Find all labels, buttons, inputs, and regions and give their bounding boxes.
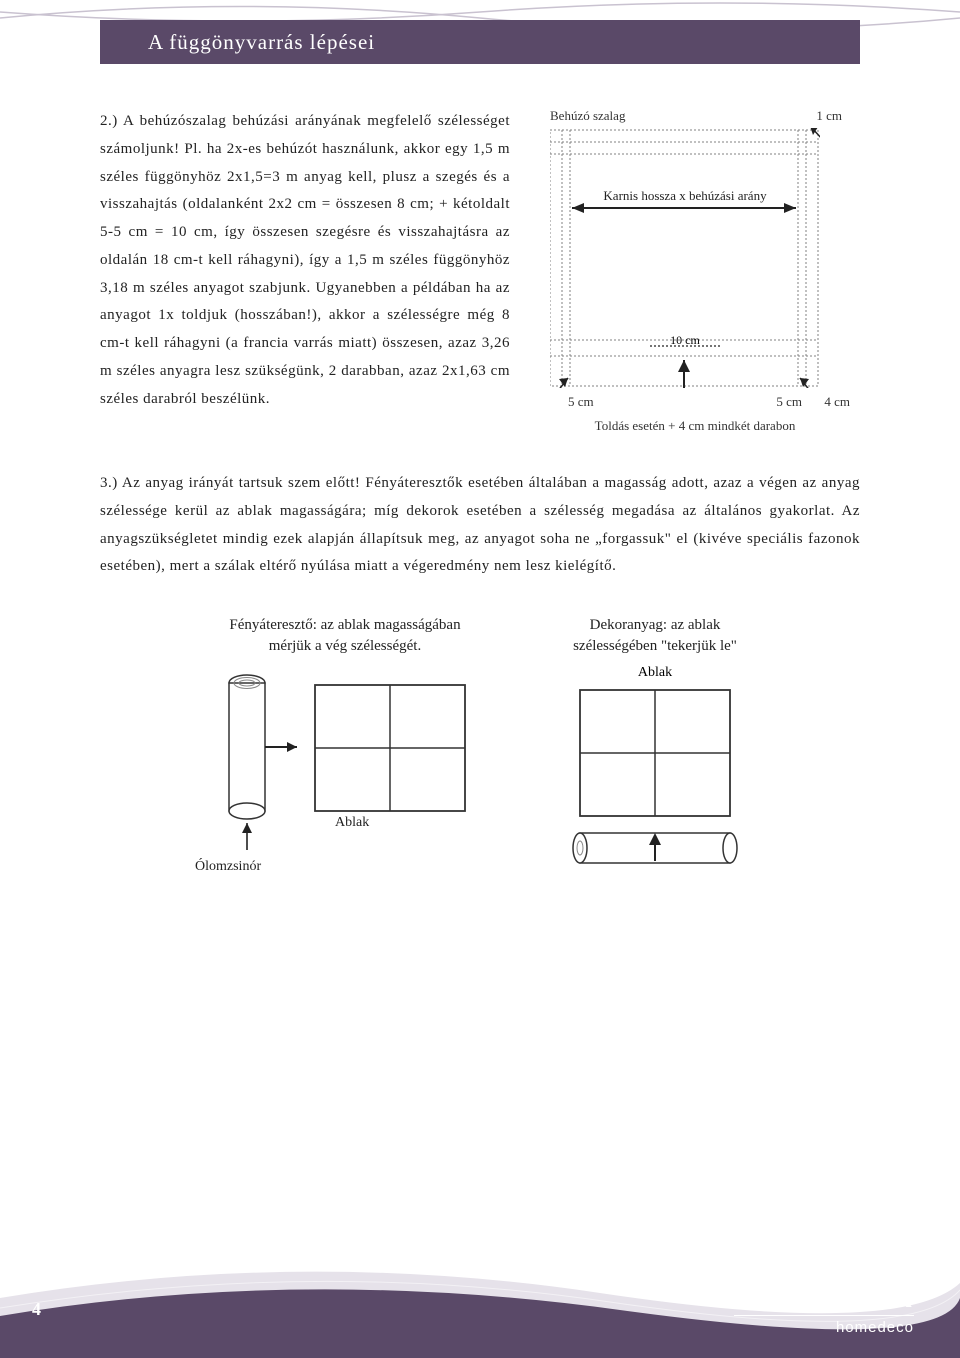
page-header: A függönyvarrás lépései <box>100 20 860 64</box>
page-content: 2.) A behúzószalag behúzási arányának me… <box>100 108 860 1238</box>
fig2-svg <box>555 685 755 875</box>
fig1-title-line2: mérjük a vég szélességét. <box>269 638 421 654</box>
brand-logo: ROVITEX homedeco <box>734 1278 914 1336</box>
fig2-title-line1: Dekoranyag: az ablak <box>590 617 721 633</box>
label-1cm: 1 cm <box>816 108 842 124</box>
fig2-title-line2: szélességében "tekerjük le" <box>573 638 737 654</box>
label-behuzo-szalag: Behúzó szalag <box>550 108 625 124</box>
width-diagram: Behúzó szalag 1 cm <box>550 108 860 434</box>
diagram-note: Toldás esetén + 4 cm mindkét darabon <box>550 418 840 434</box>
figure-fenyatereszto: Fényáteresztő: az ablak magasságában mér… <box>205 615 485 875</box>
label-5cm-right: 5 cm <box>776 394 802 410</box>
section-2-text: 2.) A behúzószalag behúzási arányának me… <box>100 108 510 434</box>
figure-dekoranyag: Dekoranyag: az ablak szélességében "teke… <box>555 615 755 875</box>
label-10cm: 10 cm <box>550 333 820 348</box>
header-title: A függönyvarrás lépései <box>148 30 375 55</box>
fig1-svg <box>205 665 485 865</box>
fig1-ablak-label: Ablak <box>335 815 369 831</box>
label-4cm: 4 cm <box>824 394 850 410</box>
brand-main: ROVITEX <box>734 1278 914 1312</box>
fig1-olom-label: Ólomzsinór <box>195 859 261 875</box>
brand-sub: homedeco <box>734 1319 914 1336</box>
label-5cm-left: 5 cm <box>568 394 594 410</box>
fig2-ablak-label: Ablak <box>555 665 755 681</box>
fig1-title-line1: Fényáteresztő: az ablak magasságában <box>229 617 460 633</box>
section-3-text: 3.) Az anyag irányát tartsuk szem előtt!… <box>100 470 860 581</box>
page-number: 4 <box>32 1299 41 1320</box>
label-karnis: Karnis hossza x behúzási arány <box>590 188 780 204</box>
diagram-svg <box>550 128 820 388</box>
